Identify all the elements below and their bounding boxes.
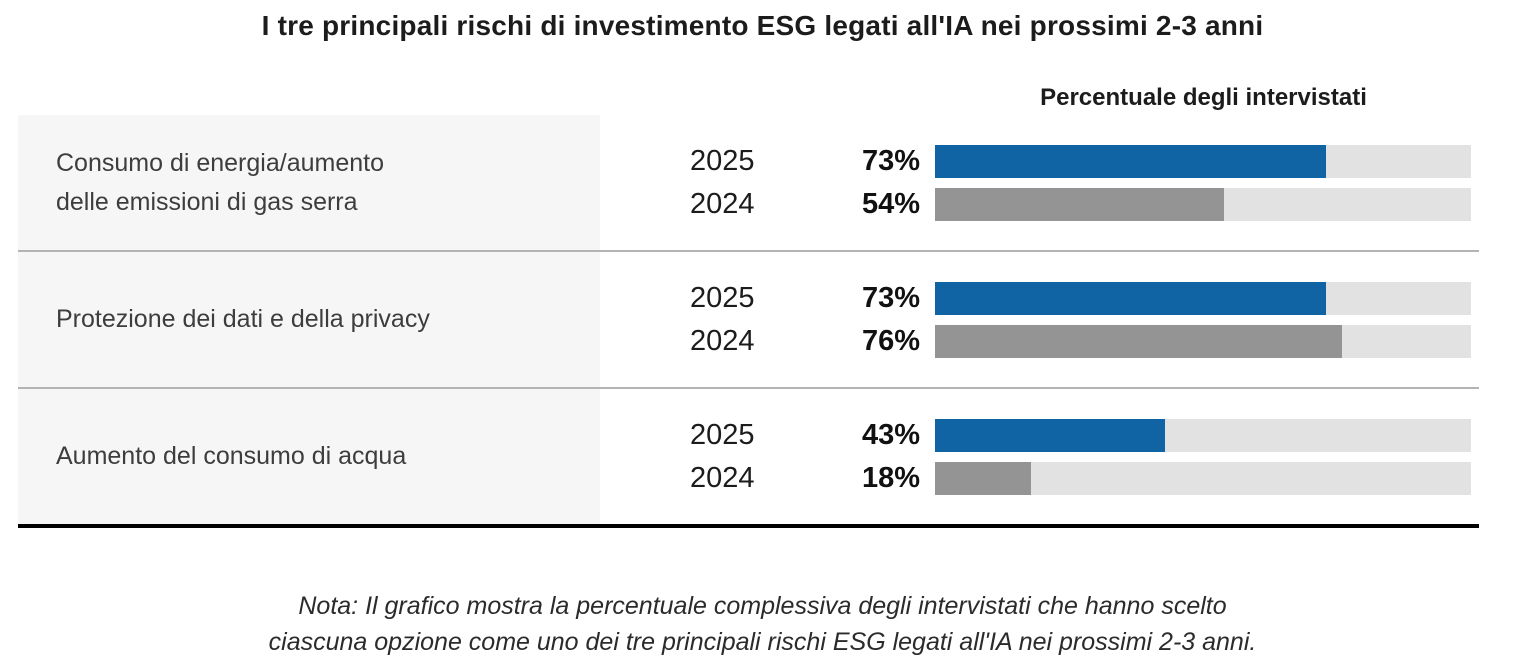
category-label-cell: Aumento del consumo di acqua xyxy=(18,389,600,524)
bars-cell: 2025 73% 2024 76% xyxy=(600,252,1479,387)
bars-cell: 2025 73% 2024 54% xyxy=(600,115,1479,250)
category-label-cell: Protezione dei dati e della privacy xyxy=(18,252,600,387)
value-label: 73% xyxy=(862,144,921,177)
value-label: 18% xyxy=(862,461,921,494)
bar-track xyxy=(935,461,1471,495)
bar-track xyxy=(935,187,1471,221)
year-label: 2024 xyxy=(690,187,755,220)
bar-track xyxy=(935,281,1471,315)
chart-area: Consumo di energia/aumento delle emissio… xyxy=(18,115,1479,528)
bar-line: 2024 54% xyxy=(690,187,1471,221)
footnote: Nota: Il grafico mostra la percentuale c… xyxy=(268,592,1257,657)
value-label: 76% xyxy=(862,324,921,357)
bar-track xyxy=(935,324,1471,358)
category-label: Consumo di energia/aumento delle emissio… xyxy=(56,148,384,216)
year-label: 2024 xyxy=(690,324,755,357)
category-label: Protezione dei dati e della privacy xyxy=(56,305,430,334)
bar-fill-2024 xyxy=(935,324,1343,358)
bar-line: 2025 43% xyxy=(690,418,1471,452)
bar-line: 2024 18% xyxy=(690,461,1471,495)
bars-cell: 2025 43% 2024 18% xyxy=(600,389,1479,524)
year-label: 2025 xyxy=(690,418,755,451)
bar-fill-2024 xyxy=(935,461,1032,495)
value-label: 43% xyxy=(862,418,921,451)
bar-fill-2025 xyxy=(935,281,1327,315)
year-label: 2025 xyxy=(690,144,755,177)
category-label: Aumento del consumo di acqua xyxy=(56,442,407,471)
year-label: 2025 xyxy=(690,281,755,314)
bar-fill-2025 xyxy=(935,418,1166,452)
chart-title: I tre principali rischi di investimento … xyxy=(261,10,1264,41)
category-label-cell: Consumo di energia/aumento delle emissio… xyxy=(18,115,600,250)
risk-row: Consumo di energia/aumento delle emissio… xyxy=(18,115,1479,250)
risk-row: Protezione dei dati e della privacy 2025… xyxy=(18,250,1479,387)
value-label: 73% xyxy=(862,281,921,314)
year-label: 2024 xyxy=(690,461,755,494)
value-axis-header: Percentuale degli intervistati xyxy=(1040,84,1367,111)
bar-fill-2025 xyxy=(935,144,1327,178)
bar-line: 2025 73% xyxy=(690,144,1471,178)
bar-line: 2024 76% xyxy=(690,324,1471,358)
bar-fill-2024 xyxy=(935,187,1225,221)
bar-track xyxy=(935,144,1471,178)
value-label: 54% xyxy=(862,187,921,220)
risk-row: Aumento del consumo di acqua 2025 43% 20… xyxy=(18,387,1479,524)
bar-track xyxy=(935,418,1471,452)
bar-line: 2025 73% xyxy=(690,281,1471,315)
